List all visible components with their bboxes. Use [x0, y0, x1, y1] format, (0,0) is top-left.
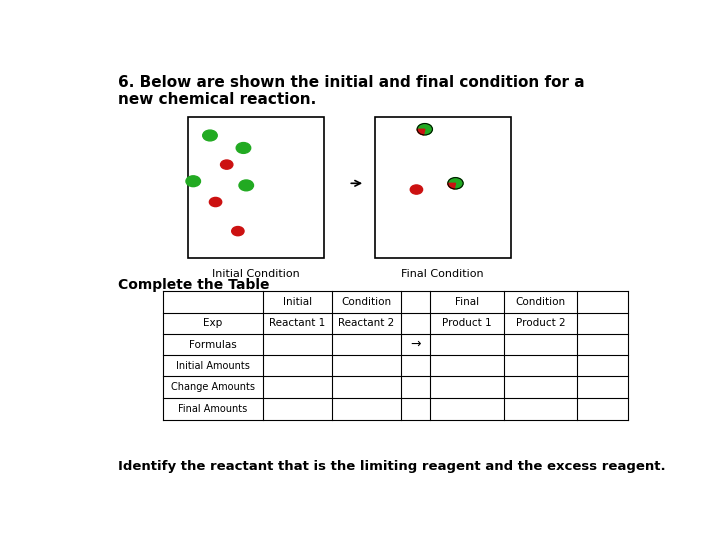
Text: Product 1: Product 1 — [442, 318, 492, 328]
Text: Final: Final — [455, 297, 479, 307]
Text: Exp: Exp — [203, 318, 222, 328]
Text: Reactant 1: Reactant 1 — [269, 318, 325, 328]
Text: Initial Amounts: Initial Amounts — [176, 361, 250, 371]
Text: Change Amounts: Change Amounts — [171, 382, 255, 392]
Text: Product 2: Product 2 — [516, 318, 565, 328]
Text: new chemical reaction.: new chemical reaction. — [118, 92, 316, 107]
Text: Identify the reactant that is the limiting reagent and the excess reagent.: Identify the reactant that is the limiti… — [118, 460, 665, 473]
Circle shape — [410, 185, 423, 194]
Polygon shape — [417, 129, 425, 135]
Text: Initial Condition: Initial Condition — [212, 269, 300, 279]
Text: →: → — [410, 338, 420, 351]
Circle shape — [220, 160, 233, 169]
Text: Complete the Table: Complete the Table — [118, 278, 269, 292]
Text: 6. Below are shown the initial and final condition for a: 6. Below are shown the initial and final… — [118, 75, 585, 90]
Circle shape — [236, 143, 251, 153]
Circle shape — [203, 130, 217, 141]
Circle shape — [186, 176, 200, 187]
Text: Final Condition: Final Condition — [401, 269, 484, 279]
Text: Initial: Initial — [283, 297, 312, 307]
Text: Formulas: Formulas — [189, 340, 236, 349]
Circle shape — [239, 180, 253, 191]
Text: Condition: Condition — [516, 297, 565, 307]
Text: Reactant 2: Reactant 2 — [338, 318, 395, 328]
Circle shape — [417, 124, 433, 135]
Circle shape — [232, 226, 244, 236]
Circle shape — [210, 198, 222, 207]
Circle shape — [448, 178, 463, 189]
Polygon shape — [448, 183, 456, 189]
Text: Final Amounts: Final Amounts — [178, 404, 247, 414]
Bar — [188, 117, 324, 258]
Text: Condition: Condition — [341, 297, 391, 307]
Bar — [374, 117, 511, 258]
